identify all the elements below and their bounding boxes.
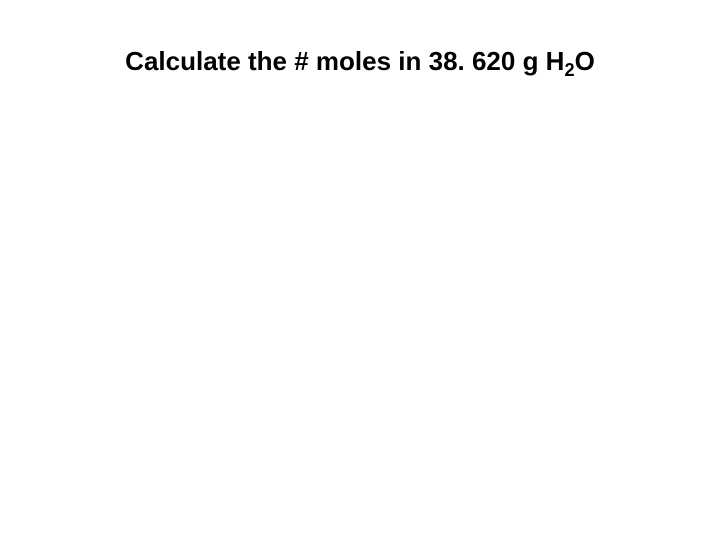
title-text-part2: O <box>575 46 595 76</box>
slide-title: Calculate the # moles in 38. 620 g H2O <box>0 46 720 77</box>
slide: Calculate the # moles in 38. 620 g H2O <box>0 0 720 540</box>
title-text-part1: Calculate the # moles in 38. 620 g H <box>125 46 564 76</box>
title-subscript: 2 <box>564 60 574 80</box>
